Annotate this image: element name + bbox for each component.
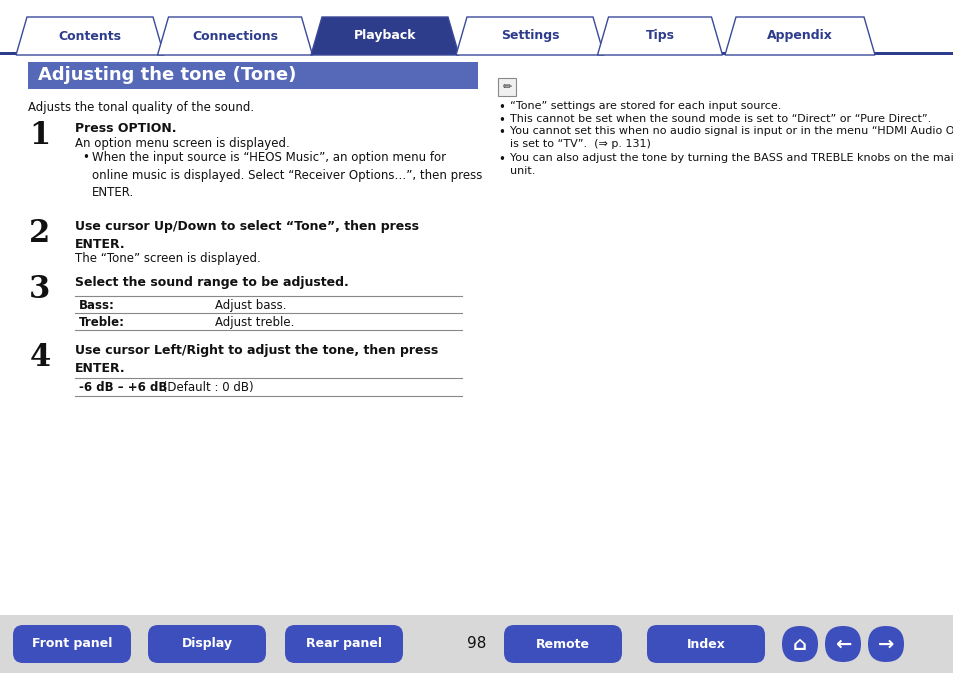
- Text: (Default : 0 dB): (Default : 0 dB): [159, 381, 253, 394]
- Text: Index: Index: [686, 637, 724, 651]
- Polygon shape: [456, 17, 603, 55]
- Text: •: •: [497, 126, 504, 139]
- Text: Adjusts the tonal quality of the sound.: Adjusts the tonal quality of the sound.: [28, 101, 253, 114]
- Text: You can also adjust the tone by turning the BASS and TREBLE knobs on the main
un: You can also adjust the tone by turning …: [510, 153, 953, 176]
- Text: •: •: [82, 151, 89, 164]
- Text: Adjusting the tone (Tone): Adjusting the tone (Tone): [38, 67, 296, 85]
- Polygon shape: [157, 17, 313, 55]
- Text: ✏: ✏: [502, 82, 511, 92]
- Text: Rear panel: Rear panel: [306, 637, 381, 651]
- Bar: [28, 62, 477, 89]
- FancyBboxPatch shape: [148, 625, 266, 663]
- FancyBboxPatch shape: [13, 625, 131, 663]
- Text: 3: 3: [30, 274, 51, 305]
- Text: Appendix: Appendix: [766, 30, 832, 42]
- Bar: [497, 78, 516, 96]
- Text: The “Tone” screen is displayed.: The “Tone” screen is displayed.: [75, 252, 260, 265]
- FancyBboxPatch shape: [867, 626, 903, 662]
- Text: -6 dB – +6 dB: -6 dB – +6 dB: [79, 381, 167, 394]
- Text: Front panel: Front panel: [31, 637, 112, 651]
- FancyBboxPatch shape: [646, 625, 764, 663]
- FancyBboxPatch shape: [781, 626, 817, 662]
- Polygon shape: [16, 17, 164, 55]
- Text: Playback: Playback: [354, 30, 416, 42]
- Text: →: →: [877, 635, 893, 653]
- Text: ←: ←: [834, 635, 850, 653]
- Text: Use cursor Up/Down to select “Tone”, then press
ENTER.: Use cursor Up/Down to select “Tone”, the…: [75, 220, 418, 250]
- Text: ⌂: ⌂: [792, 635, 806, 653]
- Text: This cannot be set when the sound mode is set to “Direct” or “Pure Direct”.: This cannot be set when the sound mode i…: [510, 114, 930, 124]
- Text: When the input source is “HEOS Music”, an option menu for
online music is displa: When the input source is “HEOS Music”, a…: [91, 151, 482, 199]
- Bar: [0, 52, 953, 55]
- Text: •: •: [497, 114, 504, 127]
- Text: “Tone” settings are stored for each input source.: “Tone” settings are stored for each inpu…: [510, 101, 781, 111]
- Bar: [0, 615, 953, 673]
- Polygon shape: [311, 17, 458, 55]
- Text: Select the sound range to be adjusted.: Select the sound range to be adjusted.: [75, 276, 349, 289]
- Text: •: •: [497, 101, 504, 114]
- Text: Display: Display: [181, 637, 233, 651]
- Text: An option menu screen is displayed.: An option menu screen is displayed.: [75, 137, 290, 150]
- Text: Treble:: Treble:: [79, 316, 125, 329]
- Text: 2: 2: [30, 218, 51, 249]
- Text: Adjust treble.: Adjust treble.: [214, 316, 294, 329]
- Text: •: •: [497, 153, 504, 166]
- Polygon shape: [597, 17, 721, 55]
- Text: Contents: Contents: [58, 30, 121, 42]
- Text: Press OPTION.: Press OPTION.: [75, 122, 176, 135]
- Text: 98: 98: [467, 637, 486, 651]
- FancyBboxPatch shape: [285, 625, 402, 663]
- Polygon shape: [724, 17, 874, 55]
- Text: Tips: Tips: [645, 30, 674, 42]
- Text: Bass:: Bass:: [79, 299, 114, 312]
- Text: Use cursor Left/Right to adjust the tone, then press
ENTER.: Use cursor Left/Right to adjust the tone…: [75, 344, 437, 374]
- Text: You cannot set this when no audio signal is input or in the menu “HDMI Audio Out: You cannot set this when no audio signal…: [510, 126, 953, 149]
- FancyBboxPatch shape: [824, 626, 861, 662]
- Text: Connections: Connections: [192, 30, 277, 42]
- Text: Remote: Remote: [536, 637, 589, 651]
- Text: Adjust bass.: Adjust bass.: [214, 299, 286, 312]
- Text: 4: 4: [30, 342, 51, 373]
- Text: Settings: Settings: [500, 30, 558, 42]
- FancyBboxPatch shape: [503, 625, 621, 663]
- Text: 1: 1: [30, 120, 51, 151]
